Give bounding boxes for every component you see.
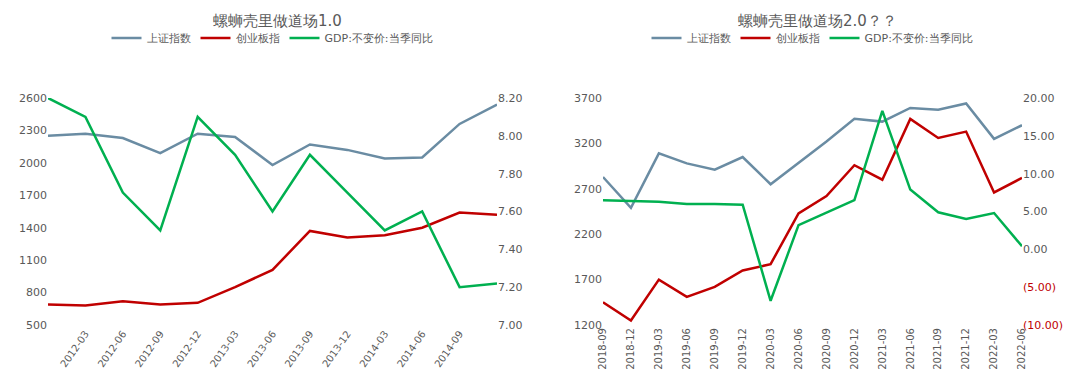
svg-text:2019-12: 2019-12	[737, 328, 748, 370]
svg-text:7.60: 7.60	[498, 205, 523, 218]
svg-text:2013-06: 2013-06	[245, 329, 278, 370]
svg-text:8.00: 8.00	[498, 130, 523, 143]
svg-text:2012-12: 2012-12	[170, 329, 203, 370]
svg-text:2013-03: 2013-03	[208, 329, 241, 370]
svg-text:2020-12: 2020-12	[849, 328, 860, 370]
svg-text:螺蛳壳里做道场2.0？？: 螺蛳壳里做道场2.0？？	[738, 12, 897, 30]
svg-text:7.80: 7.80	[498, 168, 523, 181]
svg-text:2018-12: 2018-12	[625, 328, 636, 370]
svg-text:创业板指: 创业板指	[236, 32, 280, 45]
svg-text:2012-03: 2012-03	[58, 329, 91, 370]
svg-text:10.00: 10.00	[1023, 168, 1055, 181]
svg-text:800: 800	[26, 286, 47, 299]
svg-text:(10.00): (10.00)	[1023, 319, 1063, 332]
svg-text:2019-09: 2019-09	[709, 328, 720, 370]
svg-text:15.00: 15.00	[1023, 130, 1055, 143]
svg-text:2020-03: 2020-03	[765, 328, 776, 370]
svg-text:上证指数: 上证指数	[147, 32, 191, 45]
svg-text:2018-09: 2018-09	[597, 328, 608, 370]
svg-text:5.00: 5.00	[1023, 205, 1048, 218]
svg-text:7.40: 7.40	[498, 243, 523, 256]
svg-text:20.00: 20.00	[1023, 92, 1055, 105]
svg-text:2012-09: 2012-09	[133, 329, 166, 370]
svg-text:2022-06: 2022-06	[1016, 328, 1027, 370]
svg-text:2014-09: 2014-09	[432, 329, 465, 370]
svg-text:2700: 2700	[574, 183, 602, 196]
svg-text:8.20: 8.20	[498, 92, 523, 105]
svg-text:1400: 1400	[19, 222, 47, 235]
svg-text:1100: 1100	[19, 254, 47, 267]
svg-text:3200: 3200	[574, 137, 602, 150]
svg-text:2012-06: 2012-06	[96, 329, 129, 370]
svg-text:2019-06: 2019-06	[681, 328, 692, 370]
svg-text:3700: 3700	[574, 92, 602, 105]
svg-text:2014-06: 2014-06	[395, 329, 428, 370]
svg-text:500: 500	[26, 319, 47, 332]
svg-text:1700: 1700	[19, 189, 47, 202]
svg-text:2013-12: 2013-12	[320, 329, 353, 370]
svg-text:0.00: 0.00	[1023, 243, 1048, 256]
svg-text:2020-09: 2020-09	[821, 328, 832, 370]
svg-text:GDP:不变价:当季同比: GDP:不变价:当季同比	[325, 32, 433, 45]
svg-text:2014-03: 2014-03	[357, 329, 390, 370]
svg-text:2200: 2200	[574, 228, 602, 241]
svg-text:2013-09: 2013-09	[283, 329, 316, 370]
svg-text:2000: 2000	[19, 157, 47, 170]
svg-text:2020-06: 2020-06	[793, 328, 804, 370]
svg-text:2021-06: 2021-06	[905, 328, 916, 370]
svg-text:GDP:不变价:当季同比: GDP:不变价:当季同比	[865, 32, 973, 45]
svg-text:1700: 1700	[574, 273, 602, 286]
svg-text:螺蛳壳里做道场1.0: 螺蛳壳里做道场1.0	[213, 12, 342, 30]
svg-text:7.20: 7.20	[498, 281, 523, 294]
svg-text:2021-03: 2021-03	[877, 328, 888, 370]
svg-text:2021-09: 2021-09	[932, 328, 943, 370]
svg-text:7.00: 7.00	[498, 319, 523, 332]
svg-text:1200: 1200	[574, 319, 602, 332]
svg-text:上证指数: 上证指数	[687, 32, 731, 45]
svg-text:2022-03: 2022-03	[988, 328, 999, 370]
svg-text:创业板指: 创业板指	[776, 32, 820, 45]
svg-text:2021-12: 2021-12	[960, 328, 971, 370]
svg-text:2600: 2600	[19, 92, 47, 105]
svg-text:2300: 2300	[19, 124, 47, 137]
svg-text:2019-03: 2019-03	[653, 328, 664, 370]
svg-text:(5.00): (5.00)	[1023, 281, 1056, 294]
